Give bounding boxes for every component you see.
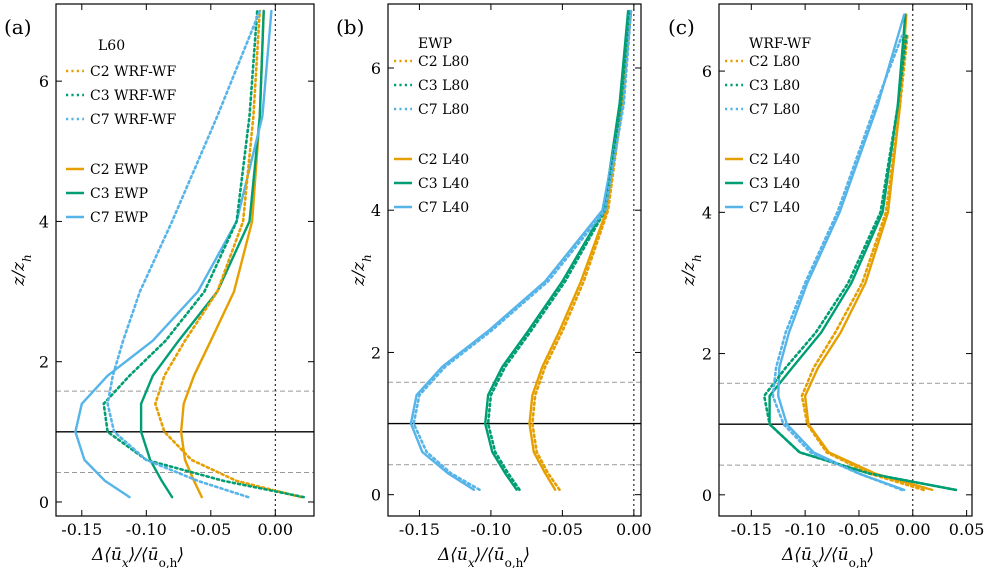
x-tick-label: 0.00 — [895, 520, 931, 539]
series-line-c2-wrf-wf — [155, 11, 301, 497]
x-tick-label: -0.05 — [838, 520, 879, 539]
legend-entry: C3 L80 — [418, 78, 469, 94]
series-line-c7-ewp — [75, 11, 271, 497]
series-layer-a — [56, 4, 314, 516]
legend-title-a: L60 — [98, 38, 125, 54]
y-tick-label: 0 — [702, 486, 712, 505]
legend-entry: C7 L80 — [749, 102, 800, 118]
x-tick-label: -0.05 — [542, 520, 583, 539]
legend-entry: C2 EWP — [90, 162, 148, 178]
legend-entry: C2 L80 — [418, 54, 469, 70]
series-line-c7-wrf-wf — [108, 11, 260, 497]
legend-entry: C2 L40 — [749, 152, 800, 168]
panel-a: (a) L60 C2 WRF-WF C3 WRF-WF C7 WRF-WF C2 EW… — [4, 4, 314, 568]
x-axis-label-c: Δ⟨ūx⟩/⟨ūo,h⟩ — [781, 545, 874, 568]
x-tick-label: -0.15 — [61, 520, 102, 539]
legend-entry: C3 WRF-WF — [90, 88, 176, 104]
series-line-c3-ewp — [141, 11, 264, 497]
legend-entry: C2 WRF-WF — [90, 64, 176, 80]
legend-entry: C3 L80 — [749, 78, 800, 94]
x-tick-label: 0.00 — [616, 520, 652, 539]
legend-c: C2 L80 C3 L80 C7 L80 C2 L40 C3 L40 C7 L40 — [725, 54, 800, 216]
y-axis-label-b: z/zh — [349, 254, 374, 286]
x-tick-label: -0.10 — [785, 520, 826, 539]
legend-entry: C3 L40 — [749, 176, 800, 192]
legend-title-c: WRF-WF — [749, 36, 811, 52]
legend-b: C2 L80 C3 L80 C7 L80 C2 L40 C3 L40 C7 L40 — [394, 54, 469, 216]
y-axis-label-a: z/zh — [9, 254, 34, 286]
x-tick-label: -0.10 — [470, 520, 511, 539]
y-tick-label: 6 — [702, 62, 712, 81]
x-axis-label-b: Δ⟨ūx⟩/⟨ūo,h⟩ — [437, 545, 530, 568]
x-tick-label: -0.15 — [731, 520, 772, 539]
y-tick-label: 2 — [702, 345, 712, 364]
y-tick-label: 2 — [39, 353, 49, 372]
legend-entry: C7 L40 — [418, 200, 469, 216]
x-tick-label: -0.05 — [190, 520, 231, 539]
legend-entry: C7 WRF-WF — [90, 112, 176, 128]
panel-tag-c: (c) — [668, 15, 695, 39]
series-line-c3-l80 — [488, 11, 629, 490]
x-tick-label: 0.00 — [257, 520, 293, 539]
series-line-c3-wrf-wf — [104, 11, 304, 497]
y-tick-label: 0 — [39, 493, 49, 512]
y-axis-label-c: z/zh — [679, 254, 704, 286]
legend-entry: C7 L80 — [418, 102, 469, 118]
y-tick-label: 6 — [39, 72, 49, 91]
axes-b: -0.15 -0.10 -0.05 0.00 0 2 4 6 — [371, 4, 652, 539]
x-axis-label-a: Δ⟨ūx⟩/⟨ūo,h⟩ — [91, 545, 184, 568]
y-tick-label: 4 — [39, 212, 49, 231]
legend-entry: C3 L40 — [418, 176, 469, 192]
panel-tag-b: (b) — [336, 15, 364, 39]
legend-entry: C7 L40 — [749, 200, 800, 216]
x-tick-label: -0.15 — [399, 520, 440, 539]
y-tick-label: 4 — [702, 203, 712, 222]
legend-entry: C2 L80 — [749, 54, 800, 70]
x-tick-label: 0.05 — [949, 520, 985, 539]
legend-entry: C7 EWP — [90, 210, 148, 226]
panel-tag-a: (a) — [4, 15, 32, 39]
x-tick-label: -0.10 — [126, 520, 167, 539]
panel-b: (b) EWP C2 L80 C3 L80 C7 L80 C2 L40 C3 L40 C7… — [336, 4, 652, 568]
legend-entry: C3 EWP — [90, 186, 148, 202]
legend-entry: C2 L40 — [418, 152, 469, 168]
axes-a: -0.15 -0.10 -0.05 0.00 0 2 4 6 — [39, 4, 314, 539]
y-tick-label: 2 — [371, 343, 381, 362]
series-line-c2-l80 — [802, 36, 924, 490]
panel-c: (c) WRF-WF C2 L80 C3 L80 C7 L80 C2 L40 C3 L4… — [668, 4, 984, 568]
legend-a: C2 WRF-WF C3 WRF-WF C7 WRF-WF C2 EWP C3 EWP C… — [66, 64, 176, 226]
y-tick-label: 6 — [371, 59, 381, 78]
series-line-c3-l40 — [485, 11, 628, 490]
y-tick-label: 4 — [371, 201, 381, 220]
y-tick-label: 0 — [371, 486, 381, 505]
legend-title-b: EWP — [418, 36, 452, 52]
